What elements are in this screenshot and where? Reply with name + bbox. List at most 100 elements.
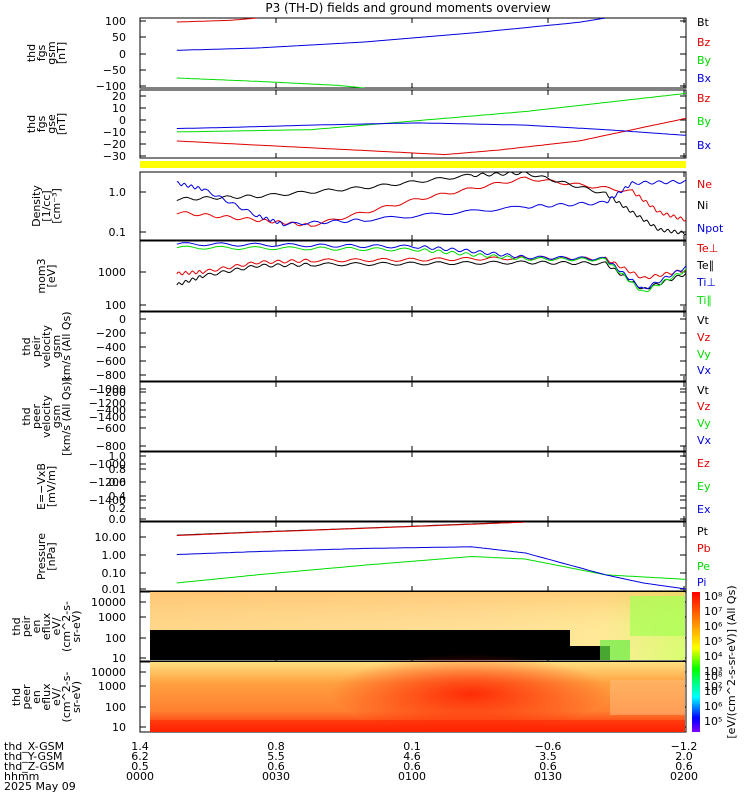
legend-entry: Vz xyxy=(697,331,711,344)
panel-frame xyxy=(139,17,687,89)
y-axis-label-line: sr-eV) xyxy=(70,610,83,642)
footer-row-label: thd_X-GSM xyxy=(4,740,64,753)
panel-efield: 1.00.80.60.40.20.0 E=−VxB[mV/m] Ez Ey Ex xyxy=(35,450,711,526)
colorbar-tick-label: 10⁸ xyxy=(704,590,723,603)
y-axis-label-line: eflux xyxy=(40,612,53,640)
panel-pressure: 10.00 1.00 0.10 0.01 Pressure[nPa] Pt Pb Pe Pi xyxy=(35,521,711,596)
series-line-Pb xyxy=(176,522,526,537)
legend-entry: Vt xyxy=(697,314,710,327)
footer-value: 3.5 xyxy=(539,750,557,763)
y-tick-label: 100 xyxy=(105,632,126,645)
series-line-Bz xyxy=(176,18,258,23)
legend-entry: Pi xyxy=(697,576,706,589)
y-tick-label: 10.00 xyxy=(95,531,127,544)
y-axis-label-line: [nPa] xyxy=(45,542,58,570)
legend-entry: Te∥ xyxy=(696,259,714,272)
footer-value: 0.6 xyxy=(267,760,285,773)
legend-entry: Pb xyxy=(697,542,711,555)
y-axis-label-line: peer xyxy=(30,404,43,430)
y-tick-label: −10 xyxy=(103,126,126,139)
y-axis-label-line: E=−VxB xyxy=(35,463,48,510)
legend-entry: Vt xyxy=(697,384,710,397)
y-tick-label: −30 xyxy=(103,150,126,163)
legend-entry: Vx xyxy=(697,434,712,447)
panel-frame xyxy=(139,311,687,382)
y-axis-label-line: mom3 xyxy=(35,258,48,293)
colorbar-tick-label: 10² xyxy=(704,680,722,693)
peir-green-patch-2 xyxy=(600,640,630,660)
y-tick-label: −1000 xyxy=(89,458,126,471)
series-group xyxy=(176,172,686,236)
panel-frame xyxy=(139,521,687,592)
y-tick-label: −1400 xyxy=(89,494,126,507)
chart-title: P3 (TH-D) fields and ground moments over… xyxy=(265,1,550,15)
legend-entry: Bx xyxy=(697,72,712,85)
spectrogram-layer xyxy=(150,592,685,732)
y-tick-label: 0.2 xyxy=(109,502,127,515)
colorbar-tick-label: 10⁵ xyxy=(704,715,722,728)
y-axis-label-line: eV/ xyxy=(50,617,63,635)
y-tick-label: 0.8 xyxy=(109,463,127,476)
footer-value: 0000 xyxy=(126,770,154,783)
series-group xyxy=(176,18,606,88)
y-axis-label-line: fgs xyxy=(35,44,48,61)
y-axis-label-line: velocity xyxy=(40,325,53,368)
legend-entry: Bt xyxy=(697,16,710,29)
colorbar-tick-label: 10³ xyxy=(704,665,722,678)
y-axis-label-line: [nT] xyxy=(55,42,68,64)
y-axis-label-line: Pressure xyxy=(35,533,48,580)
y-axis-label-line: eV/ xyxy=(50,688,63,706)
footer-row-label: thd_Y-GSM xyxy=(4,750,63,763)
footer-value: −0.6 xyxy=(535,740,562,753)
y-axis-label-line: thd xyxy=(10,617,23,635)
y-tick-label: 10 xyxy=(112,102,126,115)
panel-density: 1.0 0.1 Density[1/cc][cm⁻³] Ne Ni Npot xyxy=(30,171,724,241)
series-line-By xyxy=(176,77,365,88)
series-line-Bx xyxy=(176,122,686,136)
y-axis-label-line: eflux xyxy=(40,683,53,711)
y-tick-label: −1000 xyxy=(89,383,126,396)
footer-value: 2.0 xyxy=(675,750,693,763)
footer-value: 0.1 xyxy=(403,740,421,753)
y-axis-label-line: thd xyxy=(20,337,33,355)
y-tick-label: 0 xyxy=(119,313,126,326)
y-tick-label: 1.00 xyxy=(102,549,127,562)
y-tick-label: 20 xyxy=(112,90,126,103)
y-tick-label: −800 xyxy=(96,369,126,382)
series-line-Te∥ xyxy=(176,260,686,290)
footer-value: 0.8 xyxy=(267,740,285,753)
y-axis-label-line: peir xyxy=(30,335,43,357)
y-tick-label: 0 xyxy=(119,48,126,61)
y-tick-label: 10000 xyxy=(91,666,126,679)
y-axis-label-line: peir xyxy=(20,615,33,637)
y-axis-label-line: peer xyxy=(20,684,33,710)
series-group xyxy=(176,242,686,293)
y-axis-label: E=−VxB[mV/m] xyxy=(35,463,58,510)
y-axis-label: Density[1/cc][cm⁻³] xyxy=(30,185,63,227)
y-axis-label-line: [nT] xyxy=(55,113,68,135)
legend-entry: Ez xyxy=(697,457,710,470)
colorbar-tick-label: 10⁶ xyxy=(704,700,723,713)
y-tick-label: 1000 xyxy=(98,266,126,279)
y-axis-label-line: [km/s (All Qs)] xyxy=(60,377,73,456)
legend-entry: Bz xyxy=(697,36,711,49)
series-group xyxy=(176,522,686,590)
series-line-Ti⊥ xyxy=(176,242,686,290)
y-tick-label: 0.4 xyxy=(109,490,127,503)
y-axis-label-line: gsm xyxy=(50,405,63,428)
series-group xyxy=(176,92,686,156)
legend-entry: Bx xyxy=(697,139,712,152)
y-axis-label-line: [cm⁻³] xyxy=(50,188,63,224)
y-axis-label-line: thd xyxy=(10,688,23,706)
legend-entry: Ni xyxy=(697,199,708,212)
peer-fade xyxy=(610,680,685,715)
footer-value: 1.4 xyxy=(131,740,149,753)
series-line-Ti∥ xyxy=(176,245,686,293)
footer-value: 6.2 xyxy=(131,750,149,763)
colorbar-tick-label: 10⁷ xyxy=(704,605,722,618)
y-tick-label: 50 xyxy=(112,31,126,44)
